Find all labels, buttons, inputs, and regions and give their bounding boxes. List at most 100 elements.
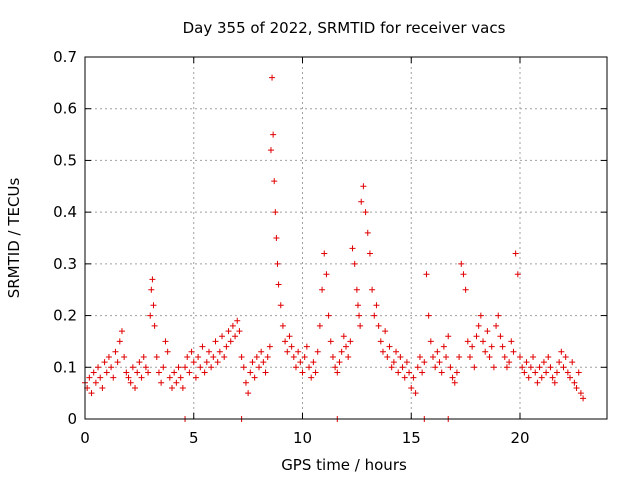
data-point — [145, 369, 152, 376]
data-point — [401, 374, 408, 381]
data-point — [406, 369, 413, 376]
chart-title: Day 355 of 2022, SRMTID for receiver vac… — [183, 19, 506, 37]
y-tick-label: 0.1 — [53, 358, 77, 376]
data-point — [360, 183, 367, 190]
data-point — [201, 369, 208, 376]
data-point — [354, 302, 361, 309]
data-point — [488, 343, 495, 350]
data-point — [292, 364, 299, 371]
data-point — [430, 353, 436, 360]
y-axis-label: SRMTID / TECUs — [5, 178, 23, 299]
data-point — [164, 348, 171, 355]
data-point — [251, 374, 258, 381]
data-point — [412, 390, 419, 397]
data-point — [197, 364, 204, 371]
data-point — [377, 338, 384, 345]
data-point — [410, 374, 417, 381]
data-point — [332, 364, 339, 371]
data-point — [497, 333, 504, 340]
data-point — [473, 333, 480, 340]
data-point — [260, 359, 267, 366]
data-point — [190, 359, 197, 366]
data-point — [484, 328, 491, 335]
data-point — [253, 353, 260, 360]
data-point — [95, 364, 102, 371]
data-point — [475, 322, 482, 329]
data-point — [192, 374, 199, 381]
data-point — [169, 384, 175, 391]
data-point — [271, 178, 278, 185]
data-point — [323, 271, 330, 278]
data-point — [462, 286, 469, 293]
data-point — [214, 359, 221, 366]
data-point — [155, 369, 162, 376]
data-point — [399, 364, 406, 371]
data-point — [282, 338, 289, 345]
data-point — [166, 374, 173, 381]
data-point — [105, 353, 112, 360]
data-point — [221, 353, 228, 360]
data-point — [393, 348, 400, 355]
data-point — [517, 353, 523, 360]
data-point — [290, 353, 297, 360]
data-point — [270, 131, 277, 138]
data-point — [351, 260, 358, 267]
data-point — [219, 333, 226, 340]
data-point — [121, 353, 128, 360]
data-point — [357, 322, 364, 329]
data-point — [210, 353, 217, 360]
data-point — [493, 322, 500, 329]
data-point — [256, 364, 262, 371]
data-point — [506, 359, 513, 366]
data-point — [127, 379, 134, 386]
data-point — [464, 338, 471, 345]
data-point — [556, 359, 563, 366]
data-point — [510, 348, 517, 355]
data-point — [118, 328, 125, 335]
data-point — [223, 343, 230, 350]
data-point — [175, 364, 182, 371]
data-point — [301, 353, 308, 360]
data-point — [458, 260, 465, 267]
data-point — [521, 369, 528, 376]
data-point — [249, 359, 256, 366]
x-tick-label: 5 — [189, 429, 199, 447]
data-point — [469, 343, 476, 350]
data-point — [397, 353, 404, 360]
data-point — [114, 359, 121, 366]
data-point — [234, 317, 241, 324]
x-axis-label: GPS time / hours — [281, 456, 407, 474]
data-point — [325, 312, 332, 319]
x-tick-label: 15 — [402, 429, 421, 447]
data-point — [338, 348, 345, 355]
data-point — [142, 364, 149, 371]
data-point — [345, 353, 352, 360]
data-point — [334, 369, 341, 376]
data-point — [558, 348, 565, 355]
y-tick-label: 0.7 — [53, 48, 77, 66]
data-point — [86, 374, 93, 381]
data-point — [549, 374, 556, 381]
data-point — [340, 333, 347, 340]
x-tick-label: 0 — [80, 429, 90, 447]
data-point — [486, 353, 493, 360]
data-point — [471, 364, 478, 371]
data-point — [395, 369, 402, 376]
data-point — [232, 333, 239, 340]
data-point — [179, 384, 186, 391]
data-point — [482, 348, 489, 355]
y-tick-label: 0.3 — [53, 255, 77, 273]
data-point — [371, 312, 378, 319]
data-point — [108, 364, 115, 371]
data-point — [132, 384, 139, 391]
data-point — [277, 302, 284, 309]
data-point — [314, 348, 321, 355]
data-point — [514, 271, 521, 278]
data-point — [408, 384, 415, 391]
data-point — [203, 359, 210, 366]
data-point — [551, 379, 558, 386]
data-point — [575, 369, 582, 376]
data-point — [136, 359, 143, 366]
data-point — [421, 359, 428, 366]
